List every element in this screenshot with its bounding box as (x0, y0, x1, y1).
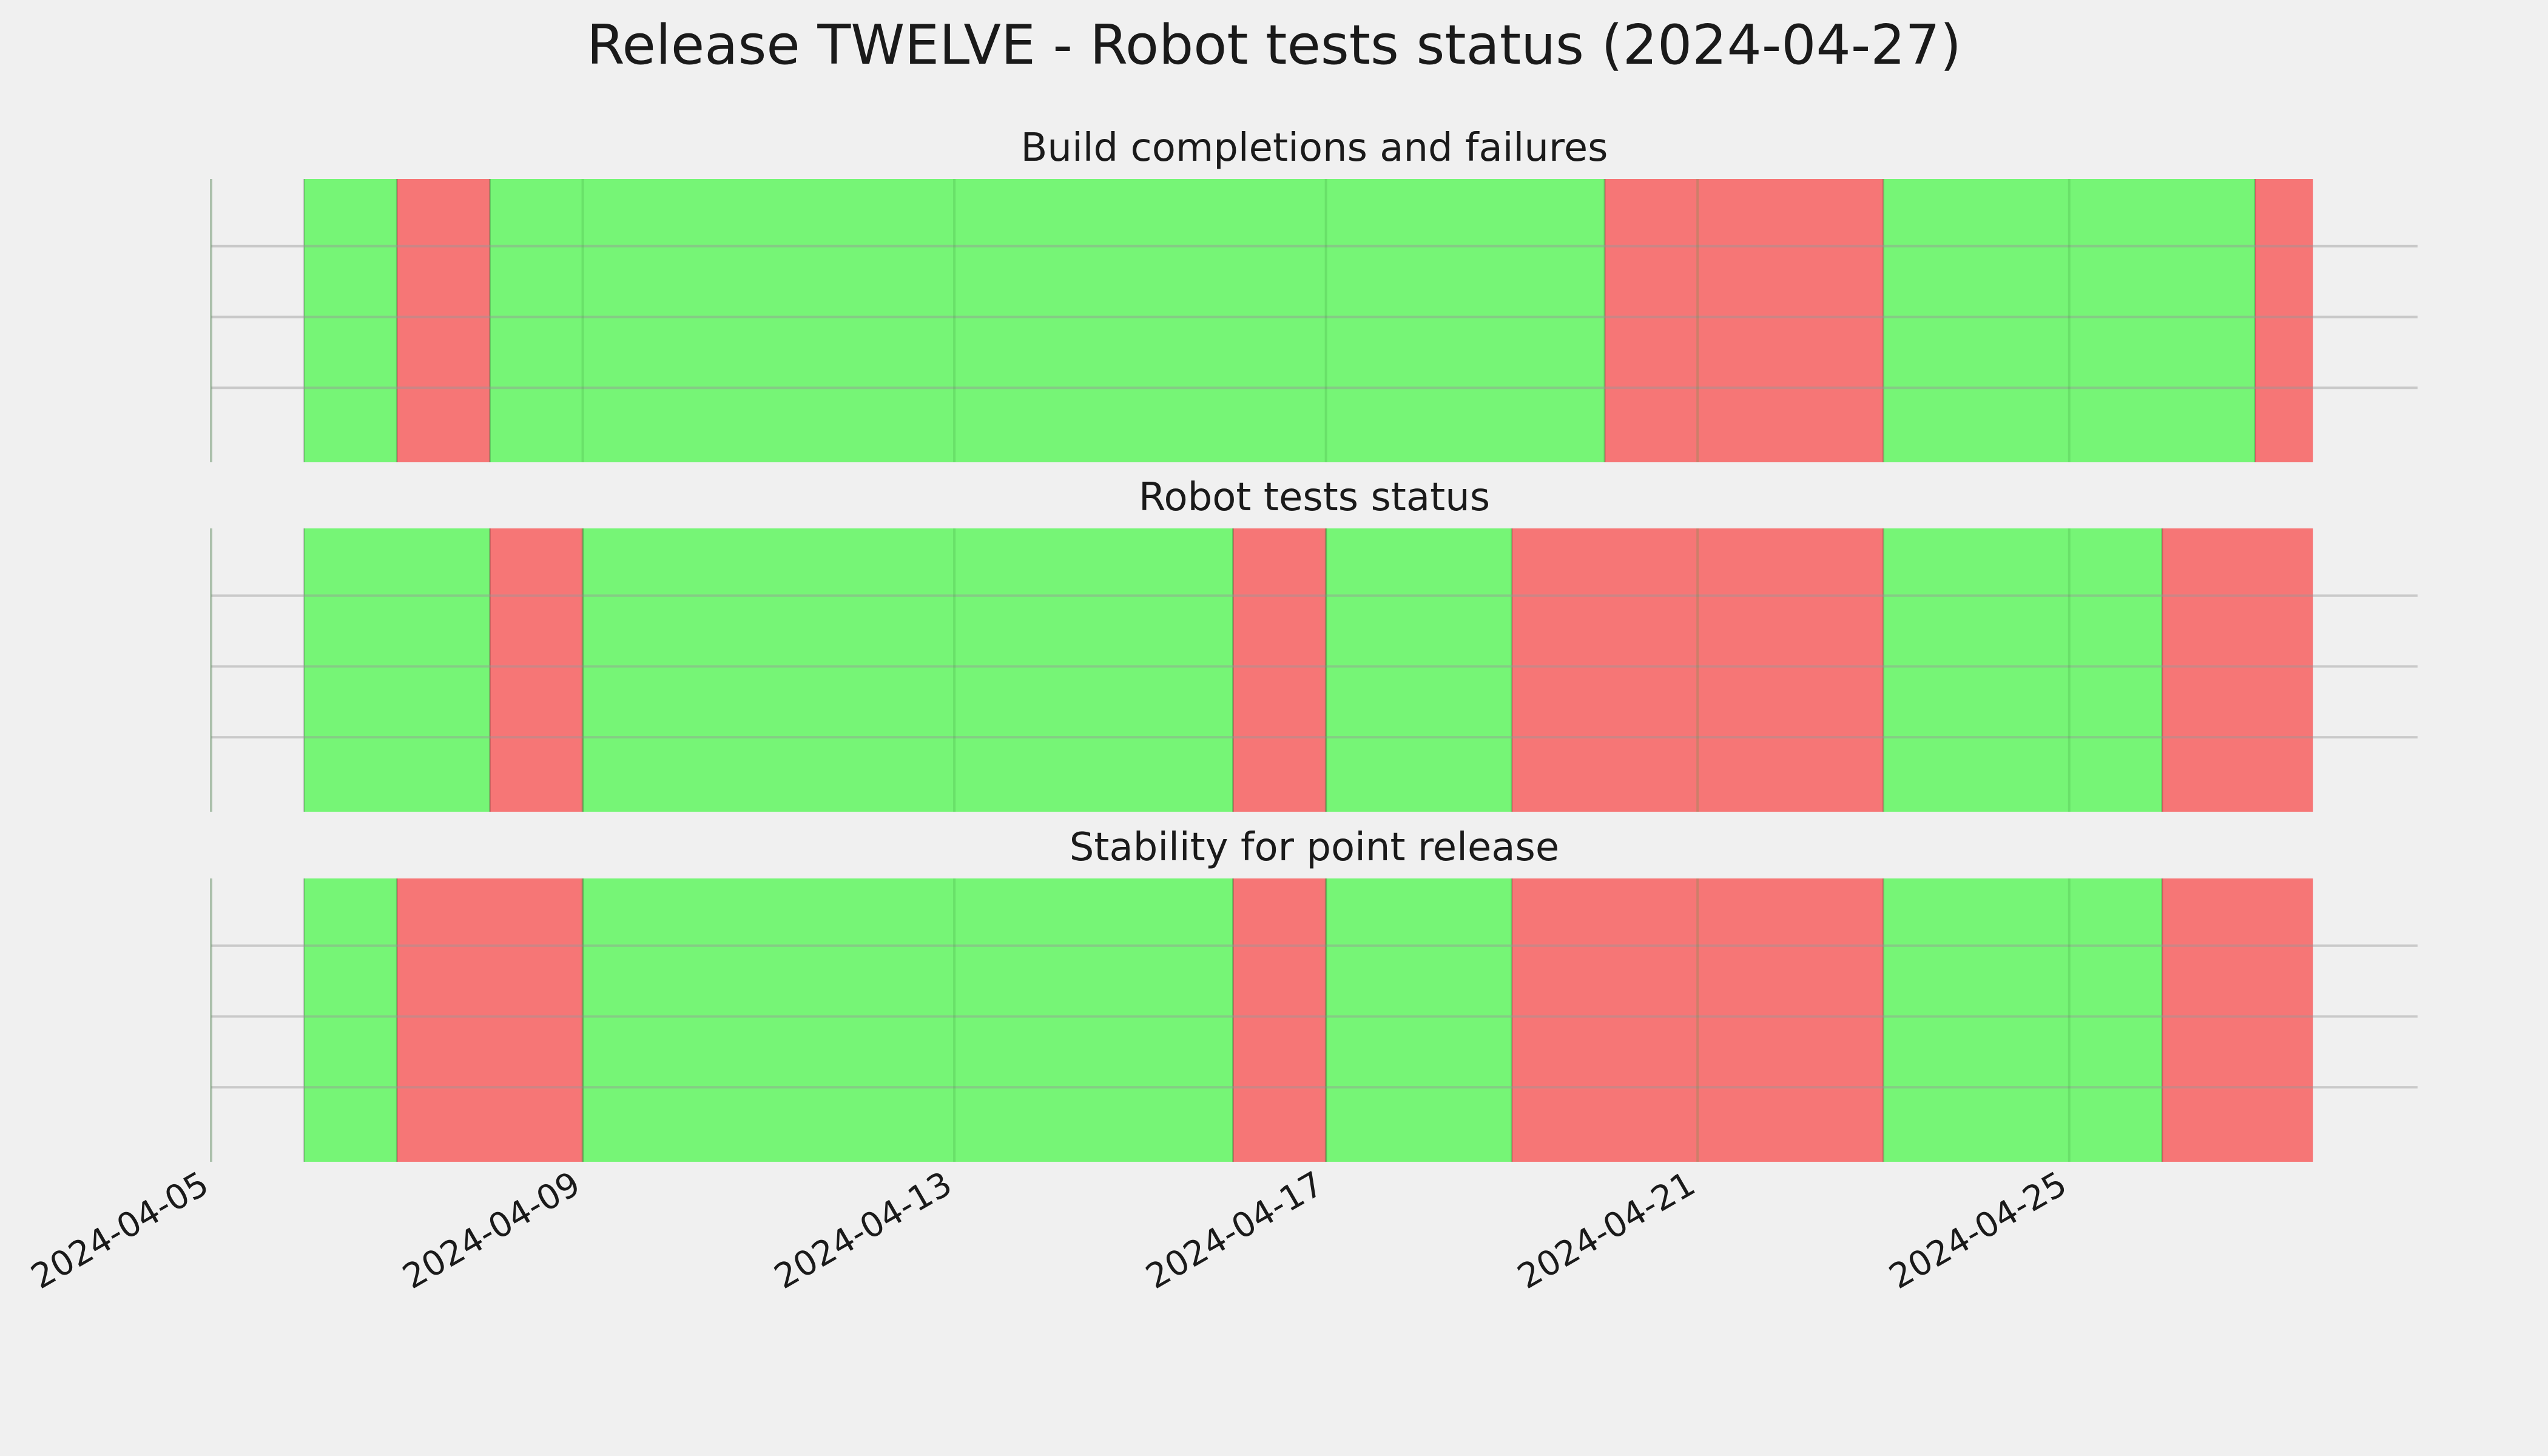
status-segment-fail (2162, 528, 2313, 812)
status-segment-pass (1883, 179, 2256, 462)
status-segment-fail (1605, 179, 1884, 462)
status-segment-fail (2255, 179, 2313, 462)
status-segment-pass (1883, 878, 2162, 1162)
status-segment-pass (1326, 528, 1512, 812)
status-segment-fail (1511, 878, 1884, 1162)
panel-3: Stability for point release (210, 825, 2418, 1162)
panel-title: Build completions and failures (1021, 126, 1608, 170)
panels: Build completions and failures Robot test… (210, 126, 2418, 1162)
panel-2: Robot tests status (210, 475, 2418, 812)
panel-1: Build completions and failures (210, 126, 2418, 462)
status-segment-pass (582, 878, 1233, 1162)
status-segment-fail (1233, 878, 1326, 1162)
panel-title: Robot tests status (1139, 475, 1490, 520)
status-segment-pass (1326, 878, 1512, 1162)
status-segment-pass (304, 878, 397, 1162)
status-segment-pass (304, 179, 397, 462)
status-segment-fail (1233, 528, 1326, 812)
status-segment-pass (582, 528, 1233, 812)
panel-title: Stability for point release (1070, 825, 1560, 870)
status-segment-pass (1883, 528, 2162, 812)
status-segment-pass (304, 528, 490, 812)
status-segment-fail (1511, 528, 1884, 812)
status-segment-fail (397, 179, 490, 462)
status-segment-fail (397, 878, 583, 1162)
status-segment-fail (2162, 878, 2313, 1162)
status-segment-pass (490, 179, 1605, 462)
status-segment-fail (490, 528, 583, 812)
chart-title: Release TWELVE - Robot tests status (202… (587, 13, 1961, 77)
